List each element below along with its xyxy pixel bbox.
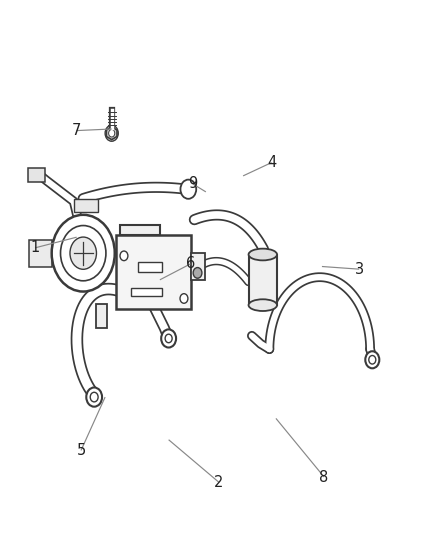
Polygon shape — [96, 304, 107, 328]
Circle shape — [161, 329, 176, 348]
FancyBboxPatch shape — [191, 253, 205, 280]
Circle shape — [109, 130, 115, 137]
Text: 1: 1 — [30, 240, 40, 255]
Ellipse shape — [249, 248, 277, 260]
Circle shape — [369, 356, 376, 364]
Ellipse shape — [249, 300, 277, 311]
Circle shape — [165, 334, 172, 343]
Circle shape — [193, 268, 202, 278]
Text: 2: 2 — [214, 475, 224, 490]
Text: 4: 4 — [267, 155, 276, 170]
FancyBboxPatch shape — [120, 225, 160, 235]
Text: 8: 8 — [319, 470, 329, 484]
Text: 5: 5 — [76, 443, 86, 458]
FancyBboxPatch shape — [131, 288, 162, 296]
FancyBboxPatch shape — [28, 168, 45, 182]
FancyBboxPatch shape — [138, 262, 162, 272]
Circle shape — [120, 251, 128, 261]
Text: 3: 3 — [355, 262, 364, 277]
Circle shape — [60, 225, 106, 281]
Circle shape — [365, 351, 379, 368]
FancyBboxPatch shape — [74, 199, 98, 212]
FancyBboxPatch shape — [116, 235, 191, 309]
Circle shape — [70, 237, 96, 269]
FancyBboxPatch shape — [29, 240, 52, 266]
Polygon shape — [106, 127, 117, 140]
Text: 7: 7 — [72, 123, 81, 138]
Circle shape — [105, 125, 118, 141]
Circle shape — [180, 180, 196, 199]
Circle shape — [86, 387, 102, 407]
Text: 9: 9 — [188, 176, 198, 191]
Circle shape — [52, 215, 115, 292]
Circle shape — [180, 294, 188, 303]
FancyBboxPatch shape — [249, 255, 277, 305]
Text: 6: 6 — [186, 256, 195, 271]
Circle shape — [90, 392, 98, 402]
